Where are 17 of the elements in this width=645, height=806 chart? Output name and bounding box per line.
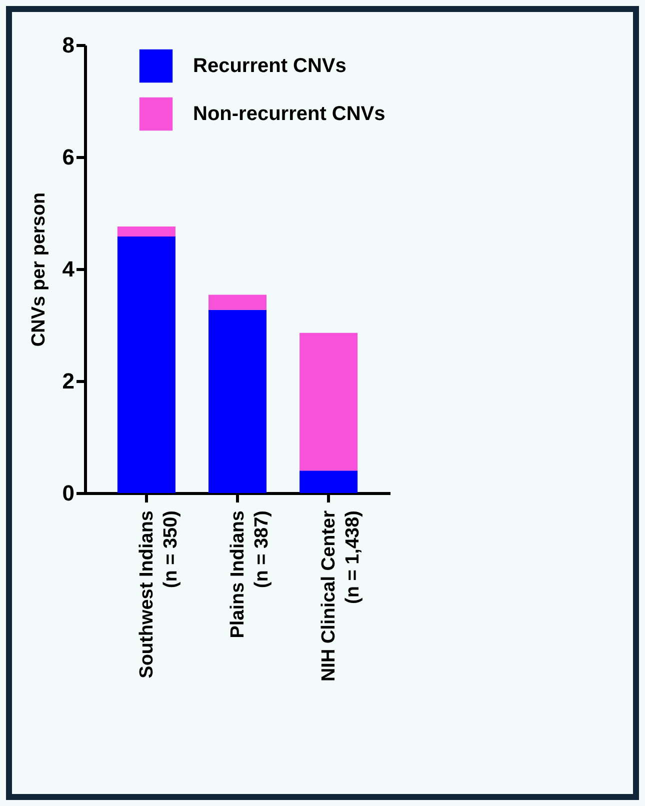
x-tick-label: Southwest Indians (n = 350)	[136, 510, 182, 678]
y-tick-label: 8	[62, 32, 74, 58]
legend-label: Recurrent CNVs	[193, 55, 346, 77]
bar	[117, 236, 176, 493]
y-tick-label: 4	[62, 256, 76, 282]
bar	[117, 226, 176, 237]
x-tick-label: Plains Indians (n = 387)	[228, 510, 272, 638]
y-tick-label: 6	[62, 144, 74, 170]
y-tick-label: 0	[62, 480, 74, 506]
x-tick-label: NIH Clinical Center (n = 1,438)	[318, 510, 364, 682]
bar	[208, 294, 266, 310]
bar	[300, 332, 358, 471]
y-axis-title: CNVs per person	[28, 192, 50, 347]
legend-label: Non-recurrent CNVs	[193, 103, 386, 125]
y-tick-label: 2	[62, 368, 74, 394]
bar	[300, 470, 358, 493]
bar	[208, 310, 266, 493]
